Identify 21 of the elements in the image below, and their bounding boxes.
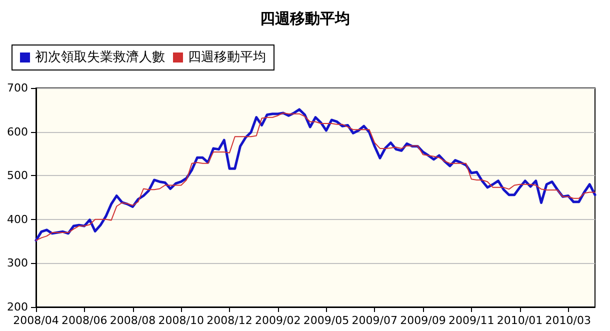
x-tick-label: 2010/03 bbox=[545, 314, 591, 327]
x-tick-label: 2009/05 bbox=[303, 314, 350, 327]
chart-title: 四週移動平均 bbox=[260, 10, 350, 28]
y-tick-label: 300 bbox=[7, 256, 28, 270]
y-tick-label: 200 bbox=[7, 300, 28, 314]
x-tick-label: 2009/02 bbox=[255, 314, 301, 327]
x-tick-label: 2008/10 bbox=[158, 314, 204, 327]
y-tick-label: 400 bbox=[7, 212, 28, 226]
y-tick-label: 700 bbox=[7, 82, 28, 94]
x-tick-label: 2008/04 bbox=[13, 314, 59, 327]
x-tick-label: 2008/06 bbox=[62, 314, 108, 327]
legend-label: 四週移動平均 bbox=[188, 50, 266, 65]
legend-label: 初次領取失業救濟人數 bbox=[35, 50, 165, 65]
y-tick-label: 500 bbox=[7, 169, 28, 182]
x-tick-label: 2010/01 bbox=[496, 314, 543, 327]
x-tick-label: 2008/12 bbox=[206, 314, 252, 327]
x-tick-label: 2009/11 bbox=[448, 314, 494, 327]
x-tick-label: 2009/07 bbox=[352, 314, 398, 327]
x-tick-label: 2009/09 bbox=[400, 314, 446, 327]
y-tick-label: 600 bbox=[7, 125, 28, 138]
x-tick-label: 2008/08 bbox=[110, 314, 156, 327]
